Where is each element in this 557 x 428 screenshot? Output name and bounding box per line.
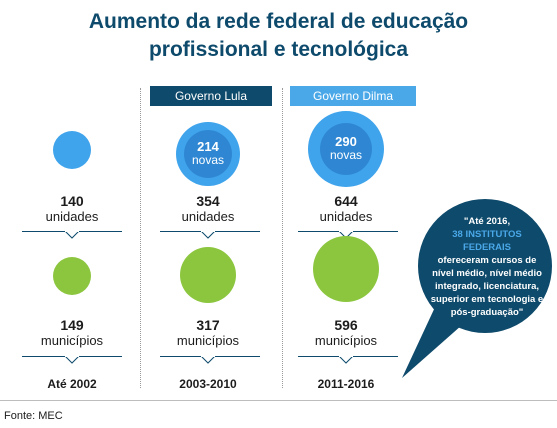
- municipalities-stat-2010: 317 municípios: [143, 317, 273, 349]
- quote-bubble: [398, 190, 557, 378]
- title-line-1: Aumento da rede federal de educação: [88, 10, 469, 33]
- new-units-value: 214: [197, 139, 219, 154]
- municipalities-value: 596: [334, 317, 358, 333]
- separator-notch: [339, 231, 353, 239]
- separator-notch: [339, 356, 353, 364]
- quote-highlight: 38 INSTITUTOS FEDERAIS: [452, 229, 522, 253]
- municipalities-stat-2002: 149 municípios: [7, 317, 137, 349]
- units-label: unidades: [181, 209, 235, 224]
- footer-divider: [0, 400, 557, 401]
- units-label: unidades: [45, 209, 99, 224]
- new-units-label: novas: [191, 153, 225, 167]
- page-title: Aumento da rede federal de educação prof…: [0, 8, 557, 64]
- new-units-label: novas: [329, 148, 363, 162]
- governo-lula-label: Governo Lula: [150, 86, 272, 106]
- units-value: 644: [334, 193, 358, 209]
- units-value: 354: [196, 193, 220, 209]
- units-value: 140: [60, 193, 84, 209]
- new-units-circle-2016: 290 novas: [320, 123, 372, 175]
- municipalities-value: 317: [196, 317, 220, 333]
- municipalities-label: municípios: [314, 333, 378, 348]
- separator-notch: [201, 231, 215, 239]
- municipalities-label: municípios: [40, 333, 104, 348]
- quote-part-1: "Até 2016,: [463, 216, 511, 227]
- separator-notch: [65, 231, 79, 239]
- municipalities-stat-2016: 596 municípios: [281, 317, 411, 349]
- units-stat-2016: 644 unidades: [281, 193, 411, 225]
- units-stat-2002: 140 unidades: [7, 193, 137, 225]
- separator-notch: [65, 356, 79, 364]
- governo-dilma-label: Governo Dilma: [290, 86, 416, 106]
- column-divider: [282, 88, 283, 388]
- title-line-2: profissional e tecnológica: [148, 38, 409, 61]
- municipalities-circle-2010: [180, 247, 236, 303]
- column-divider: [140, 88, 141, 388]
- quote-text: "Até 2016, 38 INSTITUTOS FEDERAIS oferec…: [428, 215, 546, 319]
- source-label: Fonte: MEC: [4, 410, 63, 422]
- period-label: 2003-2010: [179, 377, 237, 391]
- municipalities-label: municípios: [176, 333, 240, 348]
- units-stat-2010: 354 unidades: [143, 193, 273, 225]
- separator-notch: [201, 356, 215, 364]
- municipalities-value: 149: [60, 317, 84, 333]
- new-units-value: 290: [335, 134, 357, 149]
- new-units-circle-2010: 214 novas: [184, 130, 232, 178]
- units-label: unidades: [319, 209, 373, 224]
- period-label: 2011-2016: [317, 377, 375, 391]
- quote-part-2: ofereceram cursos de nível médio, nível …: [430, 255, 544, 318]
- units-circle-2002: [53, 131, 91, 169]
- municipalities-circle-2016: [313, 236, 379, 302]
- municipalities-circle-2002: [53, 257, 91, 295]
- period-label: Até 2002: [47, 377, 97, 391]
